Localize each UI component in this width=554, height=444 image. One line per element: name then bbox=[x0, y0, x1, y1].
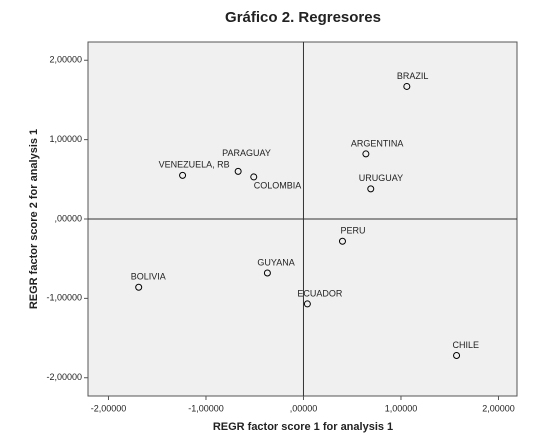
chart-title: Gráfico 2. Regresores bbox=[225, 9, 381, 26]
point-label: BOLIVIA bbox=[131, 272, 166, 282]
point bbox=[362, 150, 370, 158]
y-tick-label: -1,00000 bbox=[46, 293, 82, 303]
point-label: PARAGUAY bbox=[222, 148, 271, 158]
y-tick-label: 1,00000 bbox=[49, 134, 82, 144]
y-tick-label: -2,00000 bbox=[46, 372, 82, 382]
x-tick-label: -1,00000 bbox=[188, 403, 224, 413]
point bbox=[179, 171, 187, 179]
x-tick-label: -2,00000 bbox=[91, 403, 127, 413]
point bbox=[403, 82, 411, 90]
x-tick-label: ,00000 bbox=[290, 403, 318, 413]
x-axis-label: REGR factor score 1 for analysis 1 bbox=[213, 421, 393, 433]
point bbox=[453, 352, 461, 360]
x-tick-label: 2,00000 bbox=[482, 403, 515, 413]
point-label: BRAZIL bbox=[397, 71, 429, 81]
point bbox=[367, 185, 375, 193]
point bbox=[250, 173, 258, 181]
point bbox=[303, 300, 311, 308]
point-label: ECUADOR bbox=[297, 288, 343, 298]
point bbox=[234, 167, 242, 175]
point bbox=[135, 283, 143, 291]
point-label: COLOMBIA bbox=[254, 180, 302, 190]
x-tick-label: 1,00000 bbox=[385, 403, 418, 413]
point-label: ARGENTINA bbox=[351, 138, 404, 148]
point bbox=[263, 269, 271, 277]
point-label: VENEZUELA, RB bbox=[159, 160, 230, 170]
point-label: URUGUAY bbox=[359, 173, 403, 183]
point-label: CHILE bbox=[453, 340, 480, 350]
y-tick-label: 2,00000 bbox=[49, 55, 82, 65]
y-tick-label: ,00000 bbox=[54, 213, 82, 223]
y-axis-label: REGR factor score 2 for analysis 1 bbox=[28, 129, 40, 309]
point-label: GUYANA bbox=[257, 257, 294, 267]
point-label: PERU bbox=[340, 226, 365, 236]
point bbox=[338, 237, 346, 245]
